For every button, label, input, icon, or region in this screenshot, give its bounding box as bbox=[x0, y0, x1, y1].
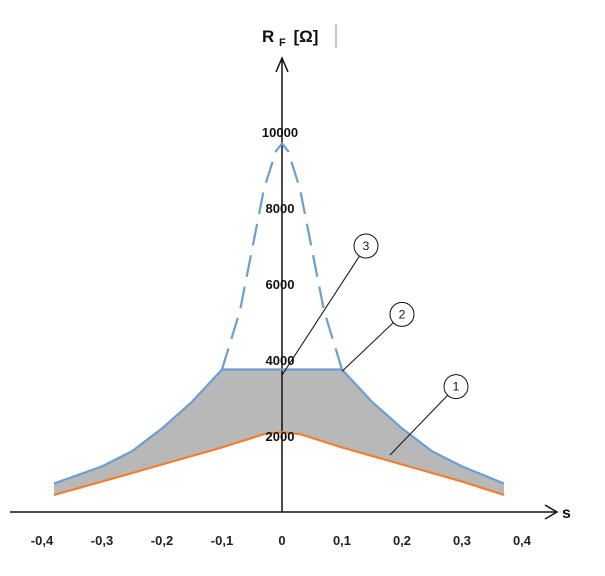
y-axis-label-main: R bbox=[262, 27, 274, 46]
x-tick-label: 0,2 bbox=[393, 533, 411, 548]
y-tick-label: 4000 bbox=[266, 353, 295, 368]
tick-layer: -0,4 -0,3 -0,2 -0,1 0 0,1 0,2 0,3 0,4 2000 4000 600… bbox=[31, 125, 532, 548]
callout-label-3: 3 bbox=[363, 239, 370, 253]
y-axis-arrow bbox=[275, 56, 289, 73]
x-axis-arrow bbox=[544, 504, 559, 520]
x-tick-label: 0 bbox=[278, 533, 285, 548]
y-tick-label: 2000 bbox=[266, 429, 295, 444]
x-tick-label: -0,4 bbox=[31, 533, 54, 548]
callout-line-2 bbox=[341, 322, 394, 372]
series-line-2-dashed bbox=[220, 142, 344, 370]
y-tick-label: 6000 bbox=[266, 277, 295, 292]
callout-circle-3 bbox=[353, 233, 379, 259]
y-axis-label: R F [Ω] bbox=[262, 27, 318, 50]
y-axis-label-unit: [Ω] bbox=[293, 27, 318, 46]
x-axis-label: s bbox=[562, 505, 571, 522]
y-axis-label-sub: F bbox=[279, 37, 286, 49]
x-tick-label: 0,4 bbox=[513, 533, 532, 548]
x-tick-label: 0,3 bbox=[453, 533, 471, 548]
axes-layer: s R F [Ω] bbox=[10, 24, 571, 522]
callout-line-1 bbox=[389, 394, 449, 456]
callout-label-2: 2 bbox=[399, 307, 406, 321]
x-tick-label: -0,2 bbox=[151, 533, 173, 548]
y-tick-label: 10000 bbox=[262, 125, 298, 140]
series-line-1 bbox=[53, 431, 505, 496]
x-tick-label: -0,1 bbox=[211, 533, 233, 548]
callout-circle-1 bbox=[443, 374, 469, 400]
marker-layer: 1 2 3 bbox=[281, 233, 469, 456]
x-tick-label: -0,3 bbox=[91, 533, 113, 548]
y-tick-label: 8000 bbox=[266, 201, 295, 216]
x-tick-label: 0,1 bbox=[333, 533, 351, 548]
callout-label-1: 1 bbox=[453, 380, 460, 394]
series-layer bbox=[53, 142, 505, 496]
callout-line-3 bbox=[281, 255, 360, 376]
callout-circle-2 bbox=[389, 301, 415, 327]
series-line-2 bbox=[53, 368, 505, 485]
